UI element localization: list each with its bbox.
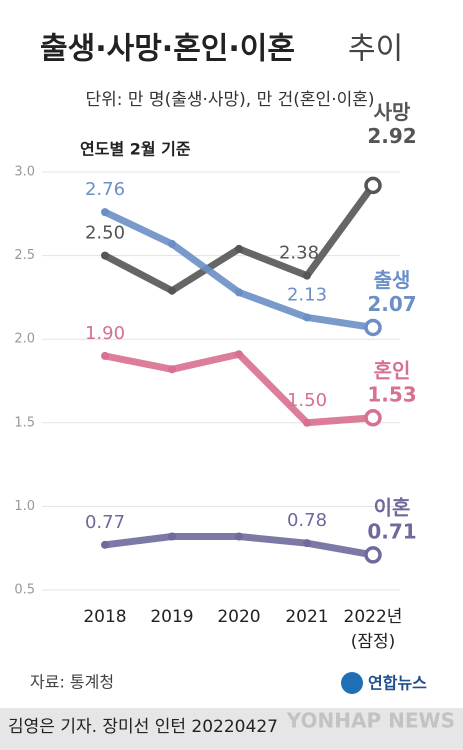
end-marker	[364, 318, 382, 337]
point	[101, 208, 109, 217]
value-label: 2.50	[85, 223, 125, 244]
point	[235, 244, 243, 253]
end-value-label: 1.53	[367, 382, 416, 406]
point	[303, 271, 311, 280]
end-value-label: 2.07	[367, 292, 416, 316]
footer-bar	[0, 708, 463, 750]
credit: 김영은 기자. 장미선 인턴 20220427	[8, 717, 278, 737]
note: 연도별 2월 기준	[80, 140, 191, 159]
series-name: 이혼	[374, 495, 411, 519]
category-note: (잠정)	[351, 632, 396, 652]
value-label: 1.90	[85, 323, 125, 344]
point	[101, 540, 109, 549]
point	[101, 351, 109, 360]
source: 자료: 통계청	[30, 673, 114, 692]
value-label: 1.50	[287, 390, 327, 411]
point	[101, 251, 109, 260]
value-label: 0.78	[287, 510, 327, 531]
point	[168, 286, 176, 295]
y-tick-label: 2.0	[14, 332, 35, 347]
logo-icon	[341, 672, 363, 694]
watermark: YONHAP NEWS	[286, 709, 455, 733]
value-label: 2.38	[279, 243, 319, 264]
value-label: 0.77	[85, 512, 125, 533]
point	[303, 539, 311, 548]
series-name: 사망	[374, 100, 411, 124]
point	[168, 532, 176, 541]
point	[235, 532, 243, 541]
end-marker	[364, 546, 382, 564]
point	[168, 365, 176, 374]
y-tick-label: 1.5	[14, 415, 35, 430]
x-tick-label: 2021	[285, 607, 328, 627]
point	[168, 239, 176, 248]
chart-title: 출생·사망·혼인·이혼	[40, 32, 295, 67]
logo: 연합뉴스	[368, 674, 427, 693]
y-tick-label: 0.5	[14, 583, 35, 598]
y-tick-label: 1.0	[14, 499, 35, 514]
point	[235, 350, 243, 359]
end-value-label: 2.92	[367, 124, 416, 148]
end-marker	[364, 176, 382, 195]
value-label: 2.76	[85, 179, 125, 200]
subtitle: 단위: 만 명(출생·사망), 만 건(혼인·이혼)	[85, 90, 374, 110]
y-tick-label: 2.5	[14, 248, 35, 263]
x-tick-label: 2020	[217, 607, 260, 627]
point	[235, 288, 243, 297]
end-value-label: 0.71	[367, 519, 416, 543]
y-tick-label: 3.0	[14, 165, 35, 180]
chart-title-suffix: 추이	[348, 32, 403, 67]
end-marker	[364, 409, 382, 427]
series-name: 출생	[374, 268, 411, 292]
x-tick-label: 2018	[83, 607, 126, 627]
x-tick-label: 2019	[150, 607, 193, 627]
value-label: 2.13	[287, 284, 327, 305]
point	[303, 418, 311, 427]
x-tick-label: 2022년	[344, 607, 403, 627]
series-name: 혼인	[374, 358, 411, 382]
point	[303, 313, 311, 322]
